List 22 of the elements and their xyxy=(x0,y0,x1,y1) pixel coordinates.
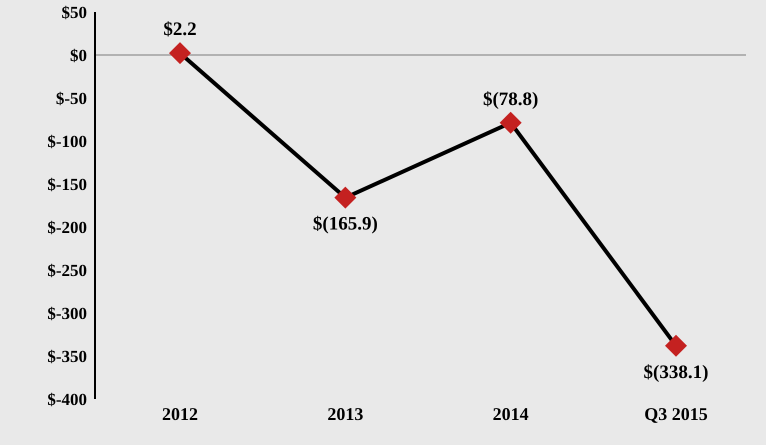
point xyxy=(665,334,687,357)
y-tick-label: $-400 xyxy=(47,390,87,410)
y-tick-label: $0 xyxy=(70,46,87,66)
y-tick-label: $-300 xyxy=(47,304,87,324)
y-tick-label: $-50 xyxy=(56,89,87,108)
data-label: $2.2 xyxy=(163,19,197,40)
y-tick-label: $-100 xyxy=(47,132,87,152)
data-label: $(338.1) xyxy=(644,362,708,383)
y-tick-label: $-250 xyxy=(47,261,87,280)
data-label: $(78.8) xyxy=(482,88,538,110)
y-tick-label: $-200 xyxy=(47,218,87,238)
point xyxy=(334,186,356,209)
point xyxy=(500,112,522,134)
y-tick-label: $-350 xyxy=(47,347,87,366)
y-tick-label: $50 xyxy=(62,3,87,22)
x-tick-label: 2012 xyxy=(162,404,198,424)
x-tick-label: 2013 xyxy=(327,404,364,424)
x-tick-label: 2014 xyxy=(492,404,529,424)
data-label: $(165.9) xyxy=(312,214,378,235)
y-tick-label: $-150 xyxy=(47,175,87,194)
point xyxy=(169,42,191,64)
x-tick-label: Q3 2015 xyxy=(644,404,708,424)
